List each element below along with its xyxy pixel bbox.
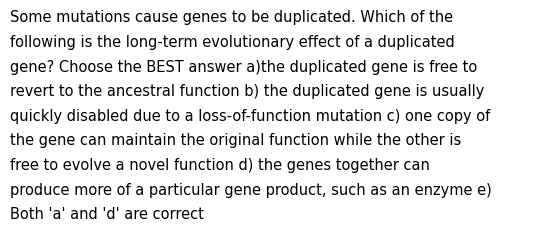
- Text: Both 'a' and 'd' are correct: Both 'a' and 'd' are correct: [10, 206, 204, 221]
- Text: the gene can maintain the original function while the other is: the gene can maintain the original funct…: [10, 133, 461, 148]
- Text: gene? Choose the BEST answer a)the duplicated gene is free to: gene? Choose the BEST answer a)the dupli…: [10, 59, 477, 74]
- Text: produce more of a particular gene product, such as an enzyme e): produce more of a particular gene produc…: [10, 182, 492, 197]
- Text: Some mutations cause genes to be duplicated. Which of the: Some mutations cause genes to be duplica…: [10, 10, 453, 25]
- Text: free to evolve a novel function d) the genes together can: free to evolve a novel function d) the g…: [10, 157, 430, 172]
- Text: following is the long-term evolutionary effect of a duplicated: following is the long-term evolutionary …: [10, 35, 455, 50]
- Text: quickly disabled due to a loss-of-function mutation c) one copy of: quickly disabled due to a loss-of-functi…: [10, 108, 490, 123]
- Text: revert to the ancestral function b) the duplicated gene is usually: revert to the ancestral function b) the …: [10, 84, 484, 99]
